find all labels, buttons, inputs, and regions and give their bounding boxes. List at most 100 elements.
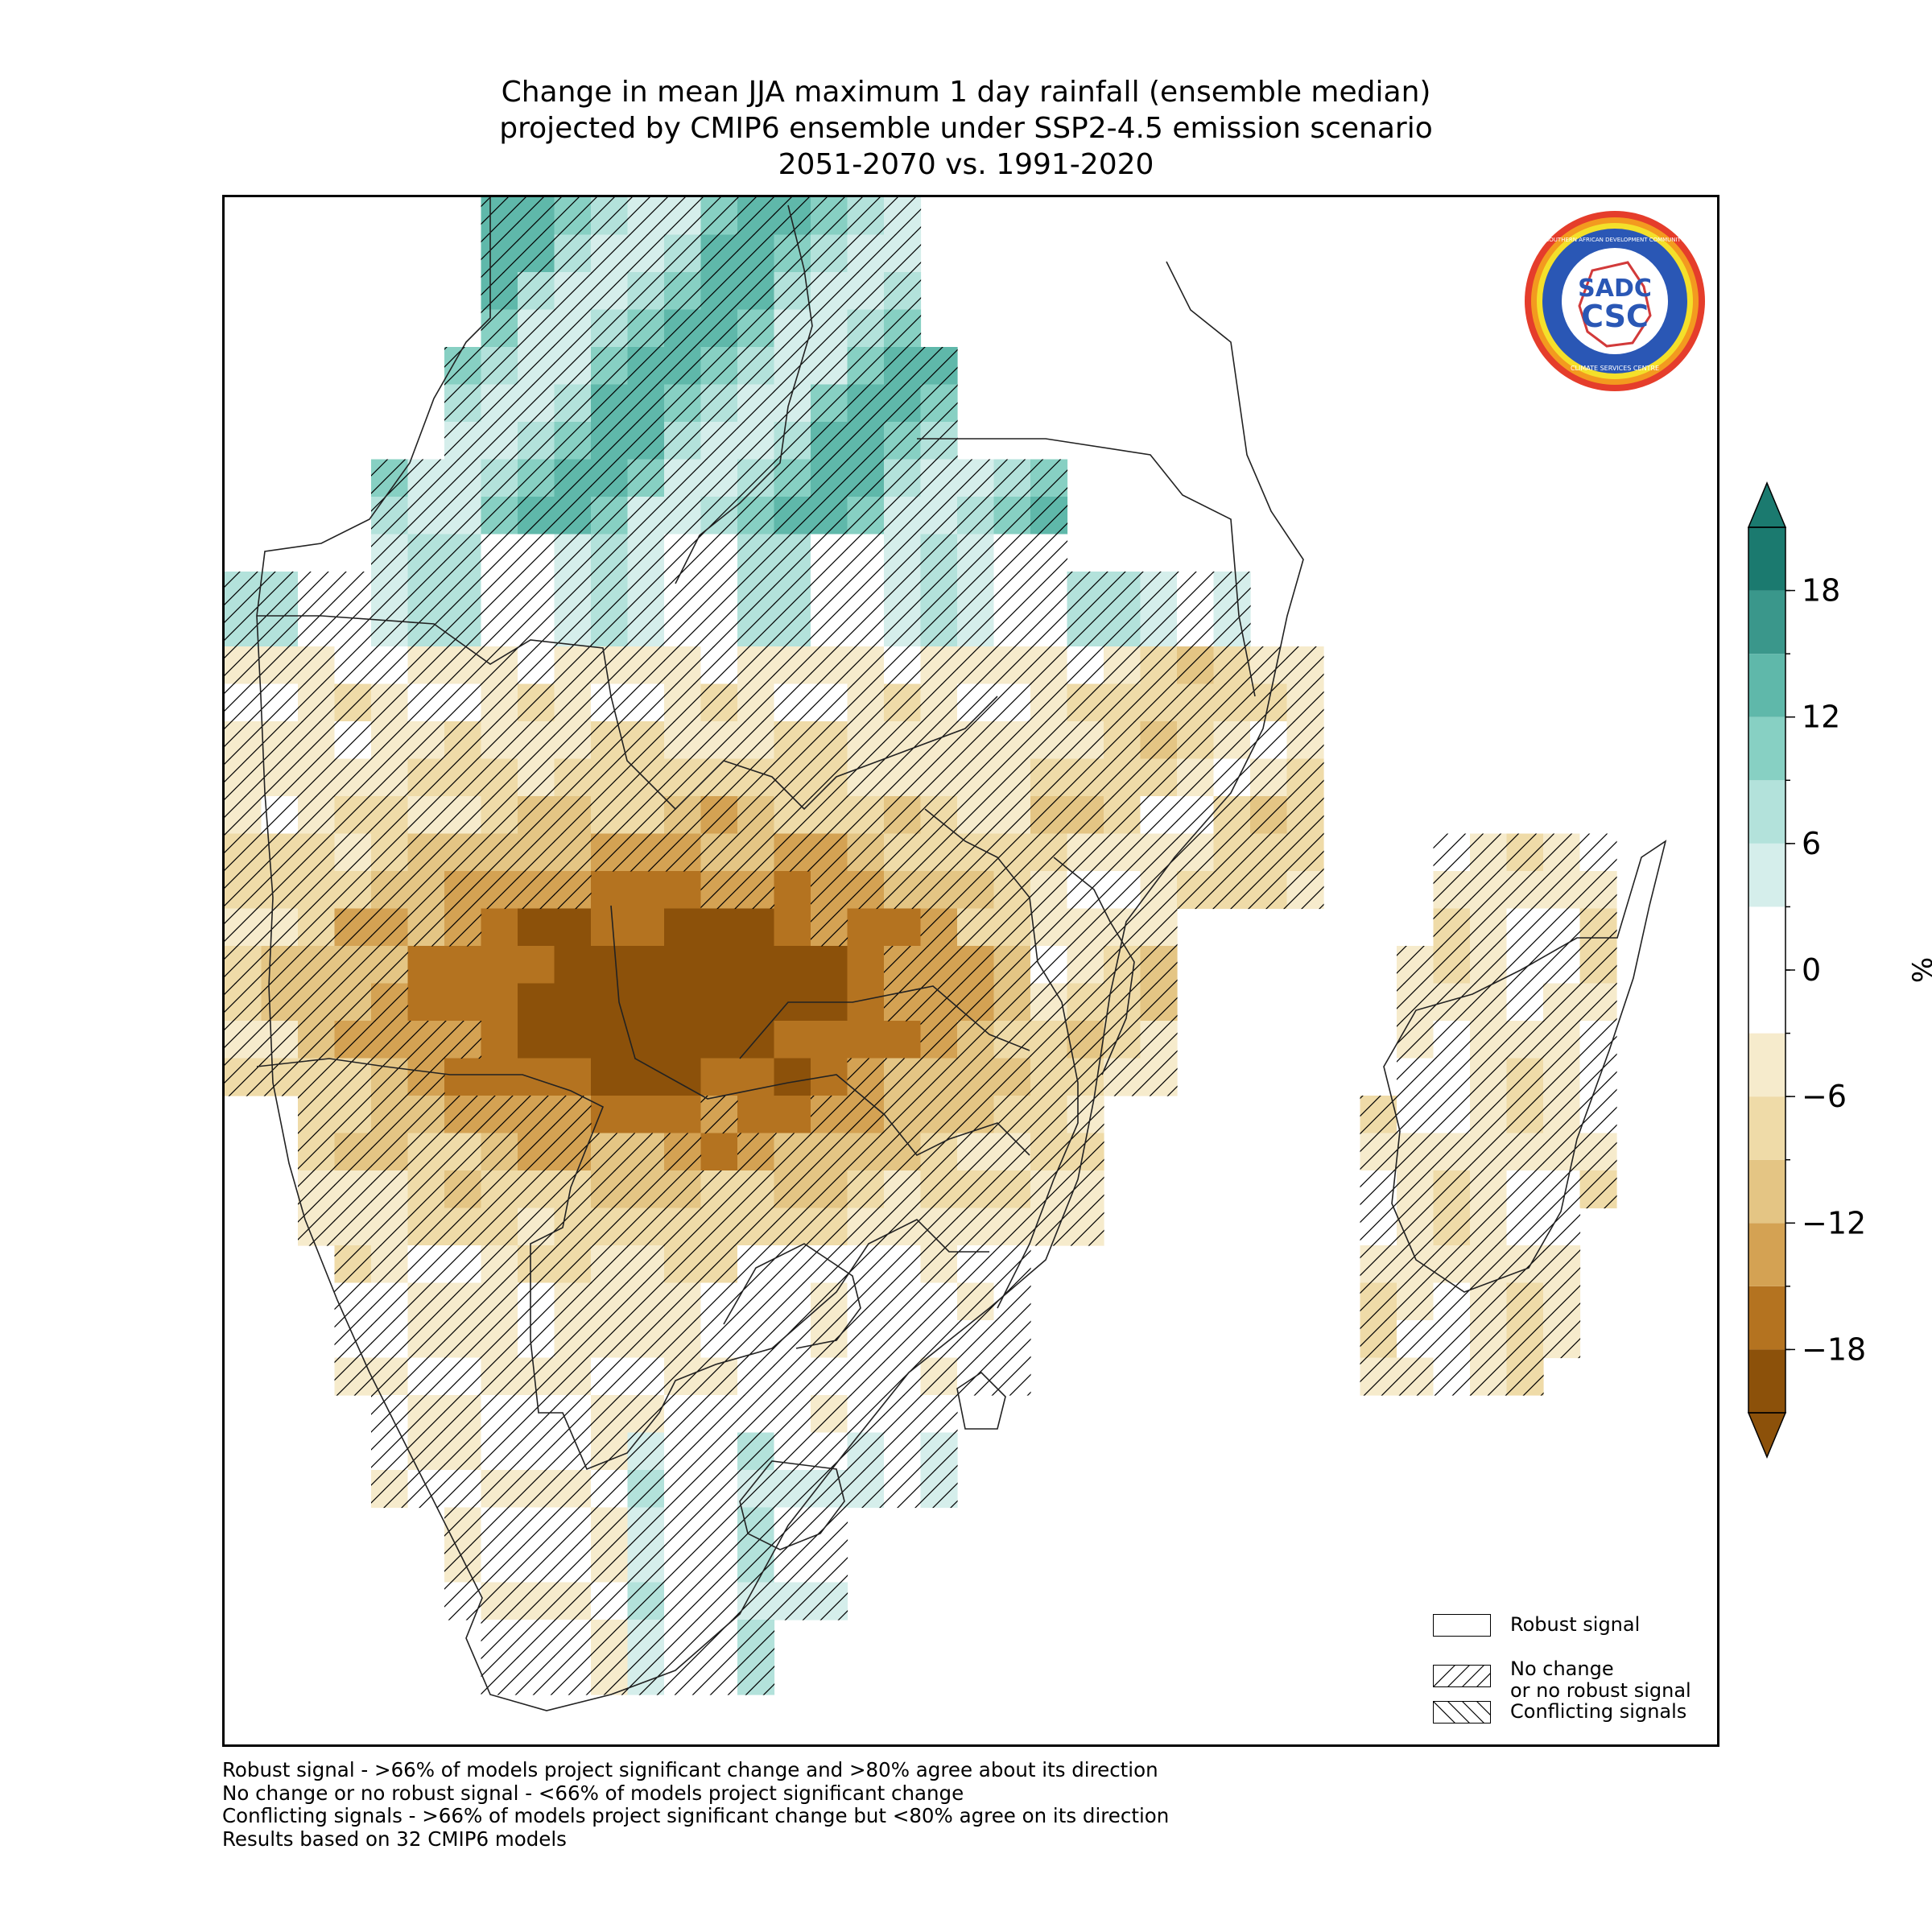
hatch-cell [554,272,592,311]
hatch-cell [554,572,592,610]
footnotes: Robust signal - >66% of models project s… [222,1758,1169,1851]
grid-cell [591,1058,629,1096]
logo-sadc-text: SADC [1578,275,1652,303]
hatch-cell [261,908,299,947]
hatch-cell [993,497,1031,535]
hatch-cell [334,796,372,835]
hatch-cell [298,609,336,647]
hatch-cell [298,946,336,985]
rainfall-change-map [225,197,1667,1711]
hatch-cell [1506,871,1544,910]
hatch-cell [1177,572,1215,610]
hatch-cell [774,234,811,273]
hatch-cell [884,683,922,722]
hatch-cell [554,1133,592,1171]
hatch-cell [811,758,848,797]
hatch-cell [1067,609,1104,647]
title-line-3: 2051-2070 vs. 1991-2020 [778,148,1154,181]
hatch-cell [627,234,665,273]
hatch-cell [664,1357,702,1396]
hatch-cell [1470,1320,1508,1359]
hatch-cell [700,1545,738,1583]
grid-cell [627,908,665,947]
hatch-cell [957,871,995,910]
hatch-cell [1470,1096,1508,1134]
hatch-cell [993,758,1031,797]
hatch-cell [481,234,518,273]
hatch-cell [518,1432,555,1471]
hatch-cell [371,1208,409,1246]
hatch-cell [1177,796,1215,835]
hatch-cell [591,1507,629,1546]
grid-cell [444,983,482,1022]
hatch-cell [1140,983,1178,1022]
hatch-cell [884,1320,922,1359]
hatch-cell [884,721,922,760]
hatch-cell [554,1357,592,1396]
hatch-cell [1067,758,1104,797]
hatch-cell [1506,1170,1544,1209]
hatch-cell [1030,1133,1068,1171]
hatch-cell [1286,871,1324,910]
border-4 [610,905,1030,1157]
hatch-cell [957,534,995,572]
grid-cell [627,871,665,910]
hatch-cell [774,1245,811,1284]
hatch-cell [1470,983,1508,1022]
hatch-cell [884,534,922,572]
hatch-cell [884,459,922,497]
hatch-cell [444,1545,482,1583]
hatch-cell [664,1320,702,1359]
hatch-cell [371,796,409,835]
colorbar-bin-4 [1748,1096,1785,1160]
hatch-cell [627,833,665,872]
hatch-cell [1067,833,1104,872]
hatch-cell [664,721,702,760]
hatch-cell [993,1208,1031,1246]
grid-cell [774,871,811,910]
hatch-cell [1433,983,1471,1022]
hatch-cell [371,1320,409,1359]
hatch-cell [664,272,702,311]
logo-csc-text: CSC [1581,299,1649,334]
hatch-cell [920,946,958,985]
hatch-cell [884,1282,922,1321]
hatch-cell [1030,833,1068,872]
hatch-cell [518,572,555,610]
hatch-cell [811,347,848,386]
hatch-cell [444,1320,482,1359]
hatch-cell [737,609,775,647]
grid-cell [700,1133,738,1171]
hatch-cell [518,197,555,236]
grid-cell [481,1021,518,1059]
hatch-cell [518,1320,555,1359]
hatch-cell [225,609,262,647]
hatch-cell [1360,1170,1397,1209]
hatch-cell [737,1470,775,1509]
hatch-cell [298,1133,336,1171]
hatch-cell [737,197,775,236]
hatch-cell [1433,946,1471,985]
hatch-cell [371,646,409,685]
hatch-cell [444,871,482,910]
hatch-cell [518,1395,555,1434]
hatch-cell [591,309,629,348]
hatch-cell [1140,683,1178,722]
footnote-robust: Robust signal - >66% of models project s… [222,1758,1158,1781]
hatch-cell [554,646,592,685]
hatch-cell [407,1208,445,1246]
hatch-cell [993,833,1031,872]
hatch-cell [518,534,555,572]
hatch-cell [1397,1357,1435,1396]
border-8 [1053,857,1135,1075]
hatch-cell [371,497,409,535]
hatch-cell [554,197,592,236]
hatch-cell [371,572,409,610]
hatch-cell [884,197,922,236]
hatch-cell [481,1096,518,1134]
border-eswatini [956,1371,1006,1430]
hatch-cell [920,1096,958,1134]
grid-cell [664,908,702,947]
hatch-cell [371,908,409,947]
hatch-cell [700,871,738,910]
